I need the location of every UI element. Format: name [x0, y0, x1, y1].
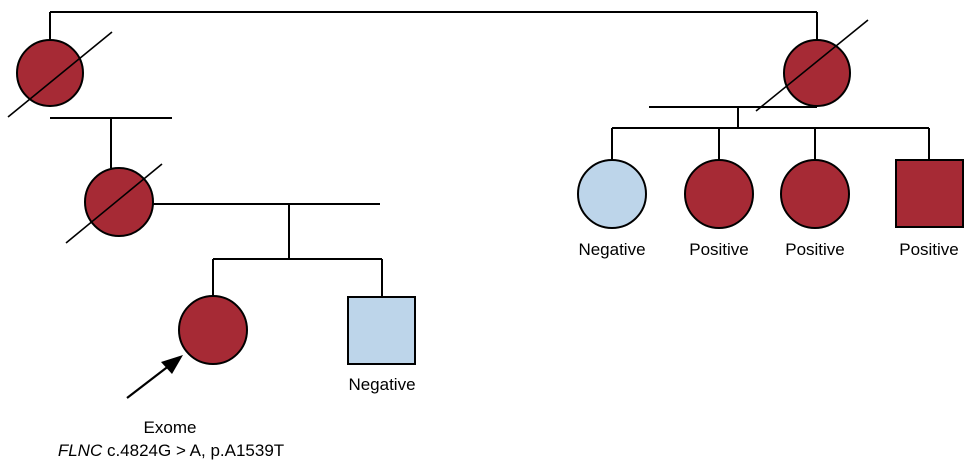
brother-label: Negative: [348, 375, 415, 394]
grandmother: [65, 163, 163, 244]
pedigree-lines: [49, 11, 930, 297]
uncle-label: Positive: [899, 240, 959, 259]
aunt-2-label: Positive: [689, 240, 749, 259]
proband-arrow: [126, 355, 183, 399]
aunt-1-label: Negative: [578, 240, 645, 259]
right-great-grandmother: [755, 19, 869, 112]
brother: [347, 296, 416, 365]
deceased-slash: [65, 163, 163, 244]
gene-name: FLNC: [58, 441, 103, 460]
uncle: [895, 159, 964, 228]
variant-label: FLNC c.4824G > A, p.A1539T: [58, 441, 284, 460]
left-great-grandmother: [7, 31, 113, 118]
deceased-slash: [755, 19, 869, 112]
proband-test-label: Exome: [144, 418, 197, 437]
variant-text: c.4824G > A, p.A1539T: [102, 441, 284, 460]
aunt-1: [577, 159, 647, 229]
deceased-slash: [7, 31, 113, 118]
aunt-3-label: Positive: [785, 240, 845, 259]
proband: [178, 295, 248, 365]
aunt-3: [780, 159, 850, 229]
aunt-2: [684, 159, 754, 229]
